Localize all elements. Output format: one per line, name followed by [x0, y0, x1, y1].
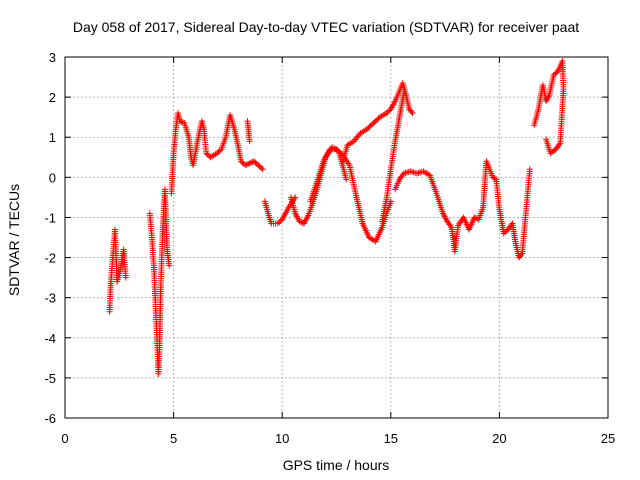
x-tick-label: 20 — [492, 431, 506, 446]
data-point — [242, 162, 249, 169]
data-point — [259, 166, 266, 173]
data-point — [274, 220, 281, 227]
data-point — [400, 90, 407, 97]
data-point — [518, 251, 525, 258]
plot-frame — [64, 56, 609, 419]
data-point — [384, 108, 391, 115]
data-point — [253, 160, 260, 167]
data-point — [214, 150, 221, 157]
x-tick-label: 0 — [61, 431, 68, 446]
data-point — [256, 163, 263, 170]
x-tick-label: 5 — [170, 431, 177, 446]
y-tick-label: -1 — [44, 210, 56, 225]
data-point — [383, 110, 390, 117]
data-point — [249, 158, 256, 165]
data-point — [276, 219, 283, 226]
data-point — [215, 148, 222, 155]
data-point — [246, 160, 253, 167]
data-point — [503, 227, 510, 234]
data-point — [552, 70, 559, 77]
data-point — [250, 158, 257, 165]
data-point — [255, 162, 262, 169]
y-tick-label: 1 — [49, 130, 56, 145]
y-tick-label: -6 — [44, 411, 56, 426]
axis-ticks — [64, 56, 609, 419]
data-point — [203, 150, 210, 157]
data-point — [277, 217, 284, 224]
data-point — [166, 262, 173, 269]
data-point — [122, 274, 129, 281]
data-point — [258, 164, 265, 171]
data-point — [178, 118, 185, 125]
data-point — [553, 69, 560, 76]
data-point — [500, 230, 507, 237]
y-axis-label: SDTVAR / TECUs — [6, 184, 22, 296]
y-tick-label: -2 — [44, 251, 56, 266]
data-point — [239, 159, 246, 166]
data-point — [216, 147, 223, 154]
chart-title: Day 058 of 2017, Sidereal Day-to-day VTE… — [73, 19, 579, 35]
data-point — [409, 110, 416, 117]
data-point — [296, 218, 303, 225]
x-tick-label: 10 — [275, 431, 289, 446]
y-tick-label: -5 — [44, 371, 56, 386]
gridlines — [65, 57, 608, 418]
x-tick-label: 25 — [601, 431, 615, 446]
data-point — [471, 214, 478, 221]
data-point — [237, 158, 244, 165]
data-point — [246, 138, 253, 145]
x-tick-labels: 0 5 10 15 20 25 — [61, 431, 615, 446]
y-tick-label: -4 — [44, 331, 56, 346]
data-point — [177, 118, 184, 125]
data-point — [543, 136, 550, 143]
y-tick-label: 2 — [49, 90, 56, 105]
y-tick-labels: 3 2 1 0 -1 -2 -3 -4 -5 -6 — [44, 50, 56, 426]
x-axis-label: GPS time / hours — [283, 457, 390, 473]
data-point — [472, 215, 479, 222]
y-tick-label: 0 — [49, 170, 56, 185]
x-tick-label: 15 — [384, 431, 398, 446]
data-point — [526, 166, 533, 173]
data-point — [408, 108, 415, 115]
data-point — [204, 151, 211, 158]
data-markers — [106, 58, 567, 377]
data-point — [243, 161, 250, 168]
data-point — [502, 229, 509, 236]
y-tick-label: -3 — [44, 291, 56, 306]
y-tick-label: 3 — [49, 50, 56, 65]
data-point — [550, 72, 557, 79]
data-point — [252, 159, 259, 166]
data-point — [343, 176, 350, 183]
data-point — [245, 160, 252, 167]
